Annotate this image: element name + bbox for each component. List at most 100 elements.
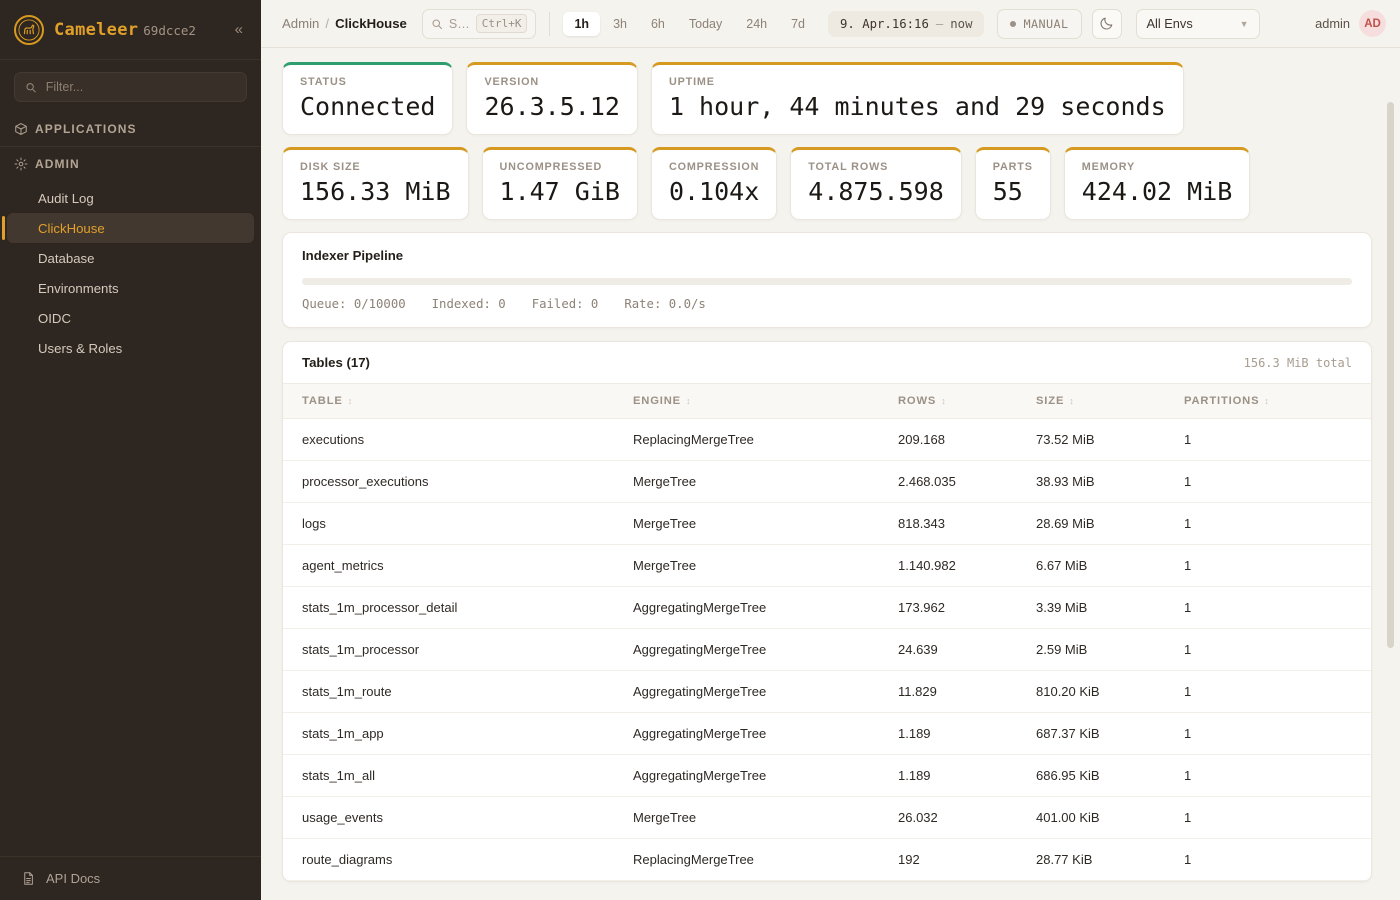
column-header-partitions[interactable]: PARTITIONS ↕ [1184, 384, 1371, 419]
refresh-mode-label: MANUAL [1023, 16, 1069, 31]
breadcrumb-separator: / [325, 16, 330, 31]
stat-label: COMPRESSION [668, 161, 760, 173]
brand[interactable]: Cameleer 69dcce2 [54, 20, 196, 40]
cell-engine: ReplacingMergeTree [633, 838, 898, 881]
sidebar-item-users-roles[interactable]: Users & Roles [38, 340, 123, 356]
chevron-double-left-icon[interactable]: « [234, 21, 243, 38]
cell-table: stats_1m_processor_detail [283, 586, 633, 629]
table-row[interactable]: logs MergeTree 818.343 28.69 MiB 1 [283, 502, 1371, 545]
table-row[interactable]: route_diagrams ReplacingMergeTree 192 28.77… [283, 838, 1371, 881]
sidebar-item-database[interactable]: Database [38, 250, 95, 266]
column-header-size[interactable]: SIZE ↕ [1036, 384, 1184, 419]
stat-value: 156.33 MiB [300, 177, 451, 206]
cell-size: 73.52 MiB [1036, 418, 1184, 461]
cell-partitions: 1 [1184, 754, 1371, 797]
sidebar-section-label: APPLICATIONS [35, 122, 137, 136]
stat-label: TOTAL ROWS [808, 161, 889, 173]
cell-partitions: 1 [1184, 712, 1371, 755]
pipeline-queue: Queue: 0/10000 [302, 297, 406, 311]
cell-partitions: 1 [1184, 502, 1371, 545]
cell-rows: 1.189 [898, 754, 1036, 797]
cell-partitions: 1 [1184, 838, 1371, 881]
table-row[interactable]: stats_1m_processor AggregatingMergeTree 24… [283, 628, 1371, 671]
avatar[interactable]: AD [1359, 10, 1386, 37]
document-icon [24, 872, 33, 885]
table-row[interactable]: stats_1m_processor_detail AggregatingMerg… [283, 586, 1371, 629]
cell-table: route_diagrams [283, 838, 633, 881]
cell-rows: 24.639 [898, 628, 1036, 671]
stat-value: 424.02 MiB [1081, 177, 1233, 206]
cell-table: usage_events [283, 796, 633, 839]
sidebar-section-applications[interactable]: APPLICATIONS [0, 112, 261, 147]
table-row[interactable]: usage_events MergeTree 26.032 401.00 KiB 1 [283, 796, 1371, 839]
search-shortcut: Ctrl+K [475, 14, 528, 33]
cell-partitions: 1 [1184, 586, 1371, 629]
brand-name: Cameleer [54, 19, 139, 40]
cell-rows: 192 [898, 838, 1036, 881]
sidebar-section-admin[interactable]: ADMIN [0, 147, 261, 181]
cell-size: 2.59 MiB [1036, 628, 1184, 671]
user-menu[interactable]: admin AD [1315, 10, 1386, 37]
table-row[interactable]: stats_1m_app AggregatingMergeTree 1.189 687… [283, 712, 1371, 755]
table-row[interactable]: executions ReplacingMergeTree 209.168 73.52… [283, 418, 1371, 461]
content-scrollbar[interactable] [1387, 102, 1394, 648]
range-btn-3h[interactable]: 3h [613, 16, 627, 31]
stat-label: UNCOMPRESSED [499, 161, 603, 173]
table-row[interactable]: agent_metrics MergeTree 1.140.982 6.67 MiB 1 [283, 544, 1371, 587]
environment-select[interactable]: All Envs ▼ [1135, 8, 1260, 39]
tables-tbody: executions ReplacingMergeTree 209.168 73.52… [283, 418, 1371, 881]
environment-select-value: All Envs [1146, 16, 1193, 31]
cell-size: 38.93 MiB [1036, 460, 1184, 503]
sidebar-footer-label: API Docs [46, 871, 101, 886]
cell-engine: MergeTree [633, 502, 898, 545]
cell-partitions: 1 [1184, 796, 1371, 839]
cell-engine: AggregatingMergeTree [633, 670, 898, 713]
cell-table: stats_1m_route [283, 670, 633, 713]
stat-value: 4.875.598 [808, 177, 944, 206]
range-btn-6h[interactable]: 6h [650, 16, 665, 31]
stat-value: 55 [992, 177, 1023, 206]
range-btn-7d[interactable]: 7d [791, 16, 806, 31]
time-range-display[interactable]: 9. Apr.16:16 – now [828, 10, 985, 37]
cell-rows: 173.962 [898, 586, 1036, 629]
table-row[interactable]: stats_1m_all AggregatingMergeTree 1.189 686… [283, 754, 1371, 797]
table-row[interactable]: stats_1m_route AggregatingMergeTree 11.829… [283, 670, 1371, 713]
stat-value: 1.47 GiB [499, 177, 620, 206]
table-row[interactable]: processor_executions MergeTree 2.468.035 38… [283, 460, 1371, 503]
range-btn-today[interactable]: Today [688, 16, 723, 31]
sidebar-item-audit-log[interactable]: Audit Log [38, 190, 94, 206]
stat-card-version: VERSION 26.3.5.12 [466, 62, 638, 135]
content-scroll-area: STATUS Connected VERSION 26.3.5.12 UPTIM… [261, 48, 1400, 900]
global-search[interactable]: S… Ctrl+K [421, 8, 537, 39]
tables-total-size: 156.3 MiB total [1243, 355, 1352, 370]
stat-card-total-rows: TOTAL ROWS 4.875.598 [790, 147, 962, 220]
sidebar-item-environments[interactable]: Environments [38, 280, 119, 296]
column-header-engine[interactable]: ENGINE ↕ [633, 384, 898, 419]
tables-thead: TABLE ↕ ENGINE ↕ ROWS ↕ SIZE ↕ PARTITIONS ↕ [283, 384, 1371, 419]
stat-card-compression: COMPRESSION 0.104x [650, 147, 778, 220]
range-btn-24h[interactable]: 24h [746, 16, 768, 31]
refresh-mode-chip[interactable]: MANUAL [997, 8, 1082, 39]
sidebar-header: Cameleer 69dcce2 « [0, 0, 261, 60]
breadcrumb-parent[interactable]: Admin [282, 16, 320, 31]
pipeline-title: Indexer Pipeline [302, 248, 404, 263]
sidebar-item-api-docs[interactable]: API Docs [14, 871, 247, 886]
chevron-down-icon: ▼ [1239, 18, 1249, 29]
column-header-table[interactable]: TABLE ↕ [283, 384, 633, 419]
column-header-rows[interactable]: ROWS ↕ [898, 384, 1036, 419]
sidebar-filter-input[interactable] [45, 80, 236, 94]
cell-engine: ReplacingMergeTree [633, 418, 898, 461]
theme-toggle-button[interactable] [1091, 8, 1122, 39]
cell-engine: MergeTree [633, 796, 898, 839]
sidebar-item-oidc[interactable]: OIDC [38, 310, 71, 326]
sidebar-item-clickhouse[interactable]: ClickHouse [2, 213, 254, 243]
column-label: SIZE [1036, 395, 1065, 407]
sidebar-filter-wrap [0, 60, 261, 112]
pipeline-failed: Failed: 0 [531, 297, 599, 311]
sidebar-filter[interactable] [14, 72, 247, 102]
stat-value: 26.3.5.12 [484, 92, 620, 121]
stat-value: 0.104x [668, 177, 760, 206]
range-btn-1h[interactable]: 1h [563, 11, 601, 36]
pipeline-progress-bar [302, 278, 1352, 285]
